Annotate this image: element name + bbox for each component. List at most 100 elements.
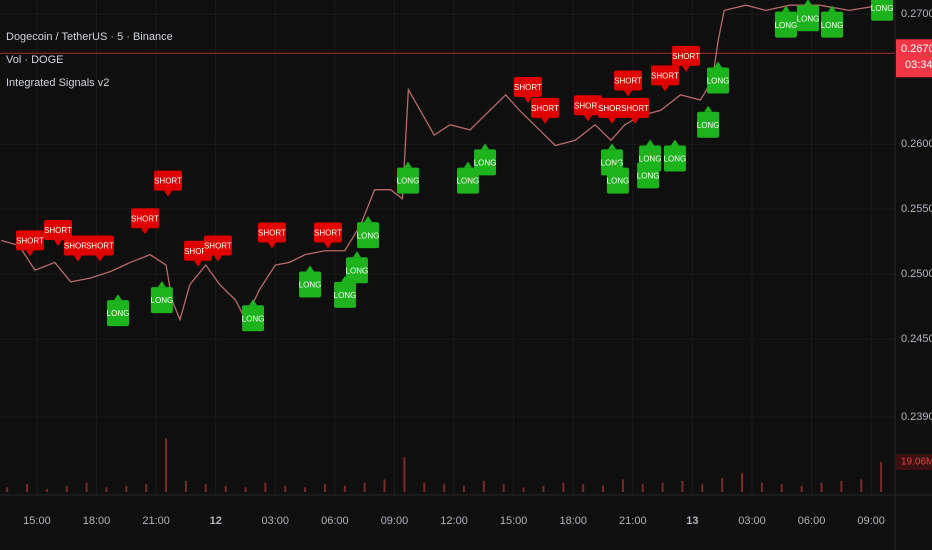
signal-box [513, 77, 542, 98]
volume-bar [562, 482, 565, 492]
signal-flag: LONG [346, 251, 368, 284]
volume-bar [323, 484, 326, 492]
signal-box [697, 111, 720, 138]
signal-label: LONG [707, 77, 730, 86]
x-tick-label: 09:00 [381, 515, 409, 527]
signal-flag: LONG [871, 0, 893, 21]
signal-box [357, 222, 380, 249]
signal-box [130, 208, 159, 229]
x-tick-label: 09:00 [857, 515, 885, 527]
volume-bar [860, 479, 863, 492]
signal-pointer [714, 61, 723, 68]
signal-label: LONG [457, 177, 480, 186]
signal-flag: LONG [821, 5, 843, 38]
signal-label: LONG [607, 177, 630, 186]
volume-bar [6, 487, 9, 492]
signal-flag: SHORT [257, 222, 286, 249]
signal-box [85, 235, 114, 256]
indicator-label: Vol · DOGE [6, 54, 63, 66]
signal-label: LONG [639, 155, 662, 164]
signal-pointer [403, 161, 412, 168]
signal-label: LONG [151, 296, 174, 305]
y-tick-label: 0.23900 [901, 411, 932, 423]
signal-label: LONG [334, 291, 357, 300]
signal-pointer [624, 90, 633, 97]
signal-pointer [306, 265, 315, 272]
x-tick-label: 15:00 [23, 515, 51, 527]
signal-flag: LONG [797, 0, 820, 32]
signal-flag: SHORT [672, 45, 700, 72]
signal-flag: LONG [242, 299, 264, 332]
x-tick-label: 13 [686, 515, 698, 527]
signal-flag: SHORT [15, 230, 44, 257]
x-tick-label: 15:00 [500, 515, 528, 527]
signal-box [639, 145, 662, 172]
volume-bar [721, 477, 724, 492]
signal-pointer [364, 216, 373, 223]
signal-flag: LONG [697, 105, 720, 138]
x-tick-label: 06:00 [798, 515, 826, 527]
signal-flag: LONG [107, 294, 129, 327]
volume-bar [482, 480, 485, 492]
volume-bar [880, 461, 883, 492]
signal-flag: SHORT [85, 235, 114, 262]
signal-box [313, 222, 342, 243]
volume-bar [681, 480, 684, 492]
volume-tag [896, 453, 932, 470]
signal-box [257, 222, 286, 243]
volume-bar [224, 485, 227, 492]
x-tick-label: 18:00 [83, 515, 111, 527]
signal-flag: LONG [151, 281, 174, 314]
signal-flag: SHORT [130, 208, 159, 235]
volume-bar [165, 438, 168, 492]
signal-pointer [194, 260, 203, 267]
x-tick-label: 21:00 [142, 515, 170, 527]
signal-label: SHORT [531, 104, 559, 113]
signal-pointer [53, 239, 62, 246]
signal-flag: LONG [607, 161, 630, 194]
signal-box [774, 11, 797, 38]
signal-label: LONG [637, 172, 660, 181]
volume-bar [184, 480, 187, 492]
signal-box [63, 235, 92, 256]
volume-bar [522, 487, 525, 492]
volume-bar [641, 484, 644, 492]
volume-bar [582, 484, 585, 492]
signal-flag: LONG [397, 161, 419, 194]
signal-pointer [631, 117, 640, 124]
signal-box [797, 5, 820, 32]
signal-label: LONG [664, 155, 687, 164]
plot: SHORTSHORTSHORTSHORTSHORTSHORTSHORTSHORT… [0, 0, 895, 492]
volume-bar [661, 482, 664, 492]
signal-pointer [607, 117, 616, 124]
signal-label: SHORT [184, 247, 212, 256]
signal-pointer [704, 105, 713, 112]
signal-label: LONG [357, 231, 380, 240]
signal-box [650, 65, 679, 86]
signal-flag: SHORT [63, 235, 92, 262]
volume-bar [65, 485, 68, 492]
volume-bar [502, 484, 505, 492]
signal-pointer [157, 281, 166, 288]
signal-label: SHORT [672, 52, 700, 61]
signal-box [299, 271, 322, 298]
signal-pointer [682, 65, 691, 72]
signal-label: SHORT [64, 242, 92, 251]
signal-box [203, 235, 232, 256]
signal-pointer [249, 299, 258, 306]
volume-bar [383, 479, 386, 492]
signal-flag: SHORT [203, 235, 232, 262]
signal-pointer [523, 97, 532, 104]
volume-bar [26, 484, 29, 492]
indicator-label: Integrated Signals v2 [6, 77, 109, 89]
signal-flag: SHORT [597, 97, 626, 124]
signal-box [573, 95, 602, 116]
symbol-title: Dogecoin / TetherUS · 5 · Binance [6, 31, 173, 43]
signal-label: SHORT [44, 226, 72, 235]
signal-label: SHORT [574, 101, 602, 110]
signal-pointer [660, 85, 669, 92]
